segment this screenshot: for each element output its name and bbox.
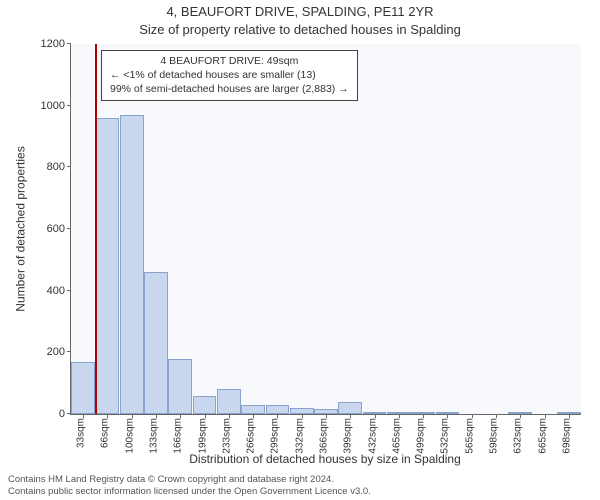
x-tick-label: 366sqm [319, 418, 330, 454]
chart-title-sub: Size of property relative to detached ho… [0, 22, 600, 37]
histogram-bar [266, 405, 290, 414]
y-tick-mark [67, 290, 71, 291]
x-tick-label: 632sqm [513, 418, 524, 454]
y-tick-mark [67, 351, 71, 352]
x-tick-label: 565sqm [464, 418, 475, 454]
y-axis-label-container: Number of detached properties [14, 44, 28, 414]
y-tick-mark [67, 43, 71, 44]
y-tick-mark [67, 166, 71, 167]
annotation-box: 4 BEAUFORT DRIVE: 49sqm← <1% of detached… [101, 50, 358, 101]
x-tick-label: 465sqm [391, 418, 402, 454]
x-tick-label: 66sqm [100, 418, 111, 448]
x-axis-label: Distribution of detached houses by size … [70, 452, 580, 466]
y-tick-label: 800 [47, 161, 71, 173]
y-tick-label: 400 [47, 285, 71, 297]
y-axis-label: Number of detached properties [14, 146, 28, 311]
histogram-bar [338, 402, 362, 414]
x-tick-label: 698sqm [561, 418, 572, 454]
x-tick-label: 233sqm [221, 418, 232, 454]
x-tick-label: 100sqm [124, 418, 135, 454]
histogram-bar [120, 115, 144, 414]
footnote-line-2: Contains public sector information licen… [8, 486, 371, 497]
y-tick-label: 600 [47, 223, 71, 235]
annotation-line: 99% of semi-detached houses are larger (… [110, 82, 349, 96]
property-marker-line [95, 44, 97, 414]
annotation-line: 4 BEAUFORT DRIVE: 49sqm [110, 54, 349, 68]
histogram-bar [144, 272, 168, 414]
x-tick-label: 399sqm [343, 418, 354, 454]
chart-plot-area: 02004006008001000120033sqm66sqm100sqm133… [70, 44, 581, 415]
histogram-bar [241, 405, 265, 414]
x-tick-label: 266sqm [246, 418, 257, 454]
x-tick-label: 532sqm [440, 418, 451, 454]
x-tick-label: 199sqm [197, 418, 208, 454]
y-tick-label: 1000 [41, 100, 71, 112]
footnote-line-1: Contains HM Land Registry data © Crown c… [8, 474, 371, 485]
x-tick-label: 299sqm [270, 418, 281, 454]
x-tick-label: 665sqm [537, 418, 548, 454]
footnote: Contains HM Land Registry data © Crown c… [8, 474, 371, 497]
chart-title-main: 4, BEAUFORT DRIVE, SPALDING, PE11 2YR [0, 4, 600, 19]
x-tick-label: 33sqm [76, 418, 87, 448]
x-tick-label: 499sqm [416, 418, 427, 454]
histogram-bar [193, 396, 217, 415]
x-tick-label: 598sqm [489, 418, 500, 454]
y-tick-label: 200 [47, 346, 71, 358]
annotation-line: ← <1% of detached houses are smaller (13… [110, 68, 349, 82]
x-tick-label: 432sqm [367, 418, 378, 454]
histogram-bar [96, 118, 120, 414]
x-tick-label: 332sqm [294, 418, 305, 454]
y-tick-label: 0 [59, 408, 71, 420]
y-tick-label: 1200 [41, 38, 71, 50]
y-tick-mark [67, 228, 71, 229]
x-tick-label: 166sqm [173, 418, 184, 454]
histogram-bar [168, 359, 192, 415]
y-tick-mark [67, 105, 71, 106]
histogram-bar [71, 362, 95, 414]
histogram-bar [217, 389, 241, 414]
x-tick-label: 133sqm [149, 418, 160, 454]
